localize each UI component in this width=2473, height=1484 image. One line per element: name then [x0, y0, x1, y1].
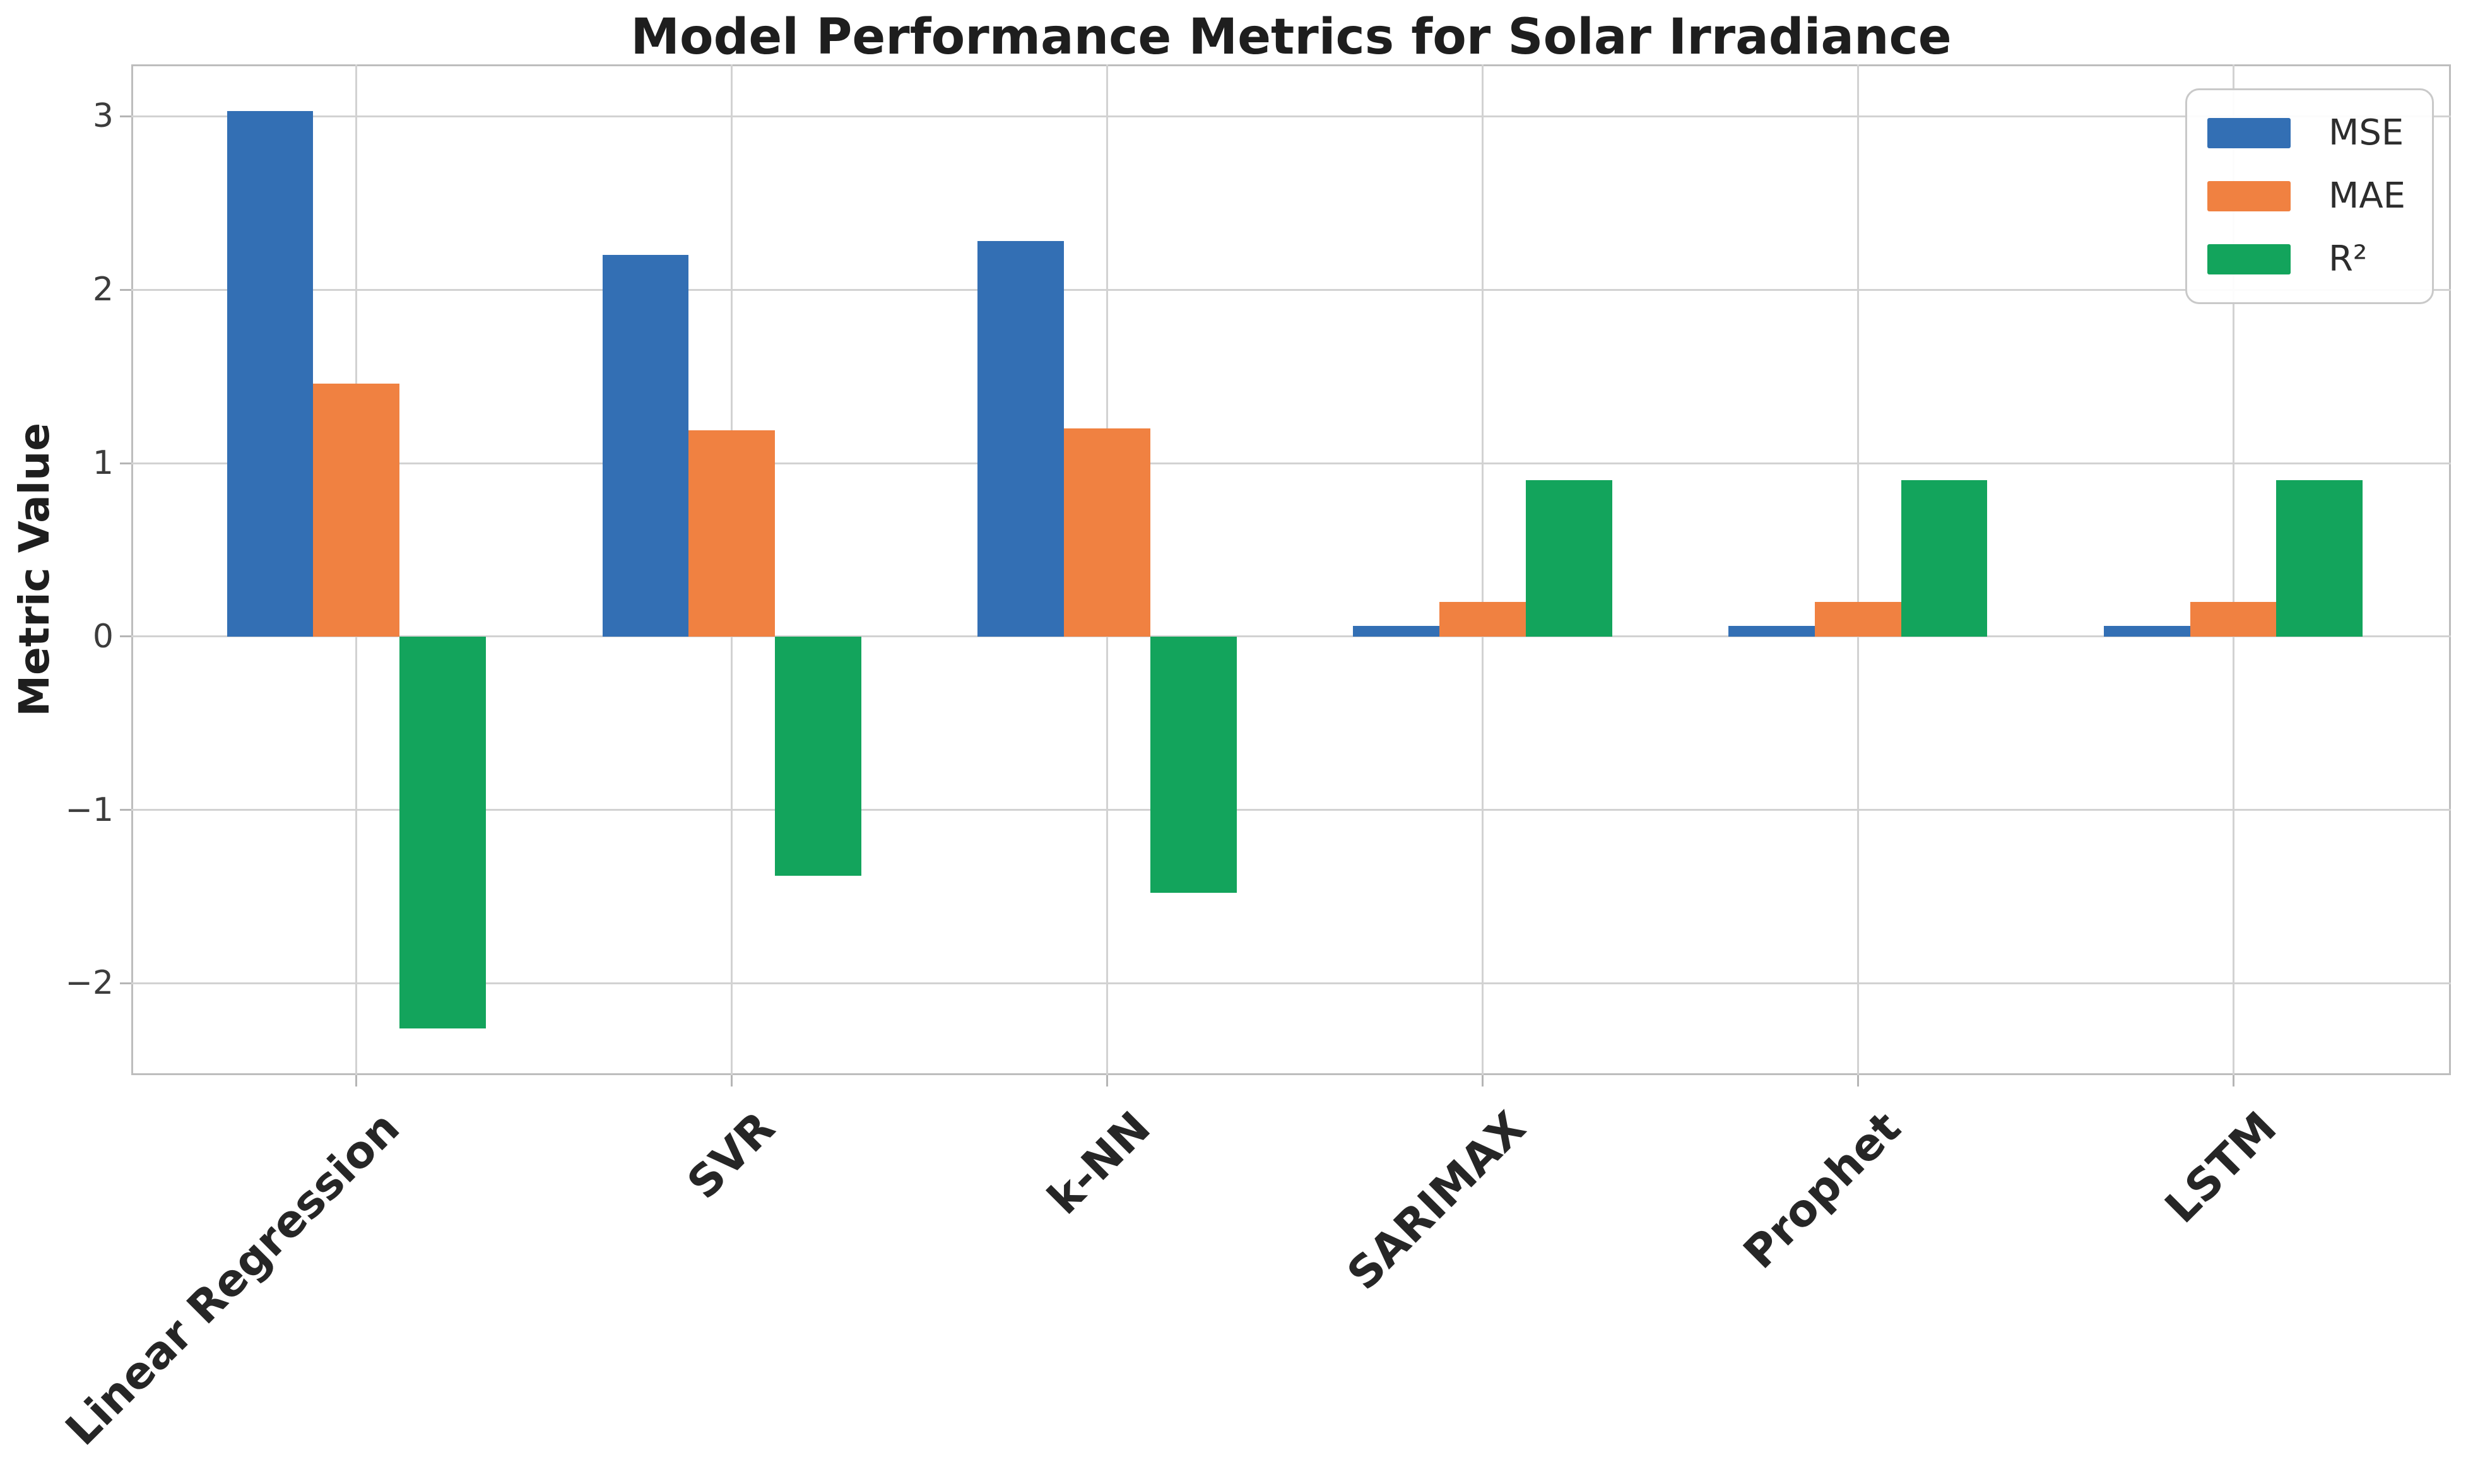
plot-area	[131, 64, 2451, 1075]
bar-MSE-LSTM	[2103, 626, 2190, 637]
y-tick-label: 1	[92, 444, 114, 482]
y-tick-mark	[120, 288, 131, 291]
bar-MSE-Prophet	[1728, 626, 1815, 637]
gridline-horizontal	[131, 462, 2451, 464]
chart-title: Model Performance Metrics for Solar Irra…	[630, 9, 1952, 66]
x-tick-label: SARIMAX	[1337, 1102, 1536, 1300]
gridline-vertical	[2232, 64, 2234, 1075]
bar-MAE-SARIMAX	[1439, 601, 1526, 637]
bar-R-SARIMAX	[1525, 480, 1612, 637]
y-tick-mark	[120, 982, 131, 984]
legend-row: R²	[2207, 242, 2432, 277]
bar-R-Linear-Regression	[399, 636, 487, 1028]
legend-row: MAE	[2207, 179, 2432, 214]
gridline-vertical	[1481, 64, 1484, 1075]
x-tick-mark	[1856, 1075, 1859, 1086]
x-tick-mark	[2232, 1075, 2234, 1086]
y-tick-mark	[120, 462, 131, 464]
x-tick-label: Prophet	[1733, 1102, 1911, 1279]
y-tick-mark	[120, 809, 131, 811]
bar-MSE-k-NN	[977, 241, 1065, 637]
y-tick-label: −1	[65, 791, 114, 829]
bar-MAE-k-NN	[1064, 428, 1150, 637]
gridline-horizontal	[131, 115, 2451, 117]
gridline-horizontal	[131, 635, 2451, 638]
legend: MSE MAE R²	[2185, 88, 2434, 304]
gridline-horizontal	[131, 982, 2451, 984]
legend-label: MSE	[2328, 112, 2404, 153]
bar-R-Prophet	[1901, 480, 1988, 637]
x-tick-mark	[355, 1075, 358, 1086]
gridline-horizontal	[131, 288, 2451, 291]
legend-row: MSE	[2207, 115, 2432, 151]
x-tick-mark	[1481, 1075, 1484, 1086]
bar-MSE-Linear-Regression	[227, 111, 314, 637]
x-tick-label: k-NN	[1037, 1102, 1160, 1225]
gridline-horizontal	[131, 809, 2451, 811]
x-tick-mark	[731, 1075, 733, 1086]
legend-label: MAE	[2328, 175, 2406, 216]
y-tick-label: 2	[92, 271, 114, 309]
y-tick-mark	[120, 115, 131, 117]
bar-MSE-SVR	[602, 255, 689, 637]
x-tick-label: Linear Regression	[56, 1102, 410, 1456]
legend-label: R²	[2328, 238, 2368, 280]
y-axis-label-wrap: Metric Value	[10, 64, 59, 1075]
bar-R-LSTM	[2276, 480, 2363, 637]
y-tick-label: −2	[65, 964, 114, 1003]
bar-R-SVR	[775, 636, 861, 876]
bar-MAE-LSTM	[2190, 601, 2277, 637]
bar-MSE-SARIMAX	[1353, 626, 1439, 637]
y-tick-mark	[120, 635, 131, 638]
bar-R-k-NN	[1150, 636, 1237, 893]
legend-swatch-R	[2207, 244, 2291, 274]
x-tick-label: LSTM	[2154, 1102, 2286, 1234]
bar-MAE-Prophet	[1814, 601, 1901, 637]
legend-swatch-MSE	[2207, 118, 2291, 148]
x-tick-label: SVR	[677, 1102, 785, 1210]
x-tick-mark	[1106, 1075, 1109, 1086]
bar-MAE-Linear-Regression	[313, 383, 400, 637]
gridline-vertical	[1856, 64, 1859, 1075]
y-tick-label: 0	[92, 617, 114, 656]
bar-MAE-SVR	[688, 430, 776, 637]
y-tick-label: 3	[92, 97, 114, 136]
legend-swatch-MAE	[2207, 181, 2291, 211]
